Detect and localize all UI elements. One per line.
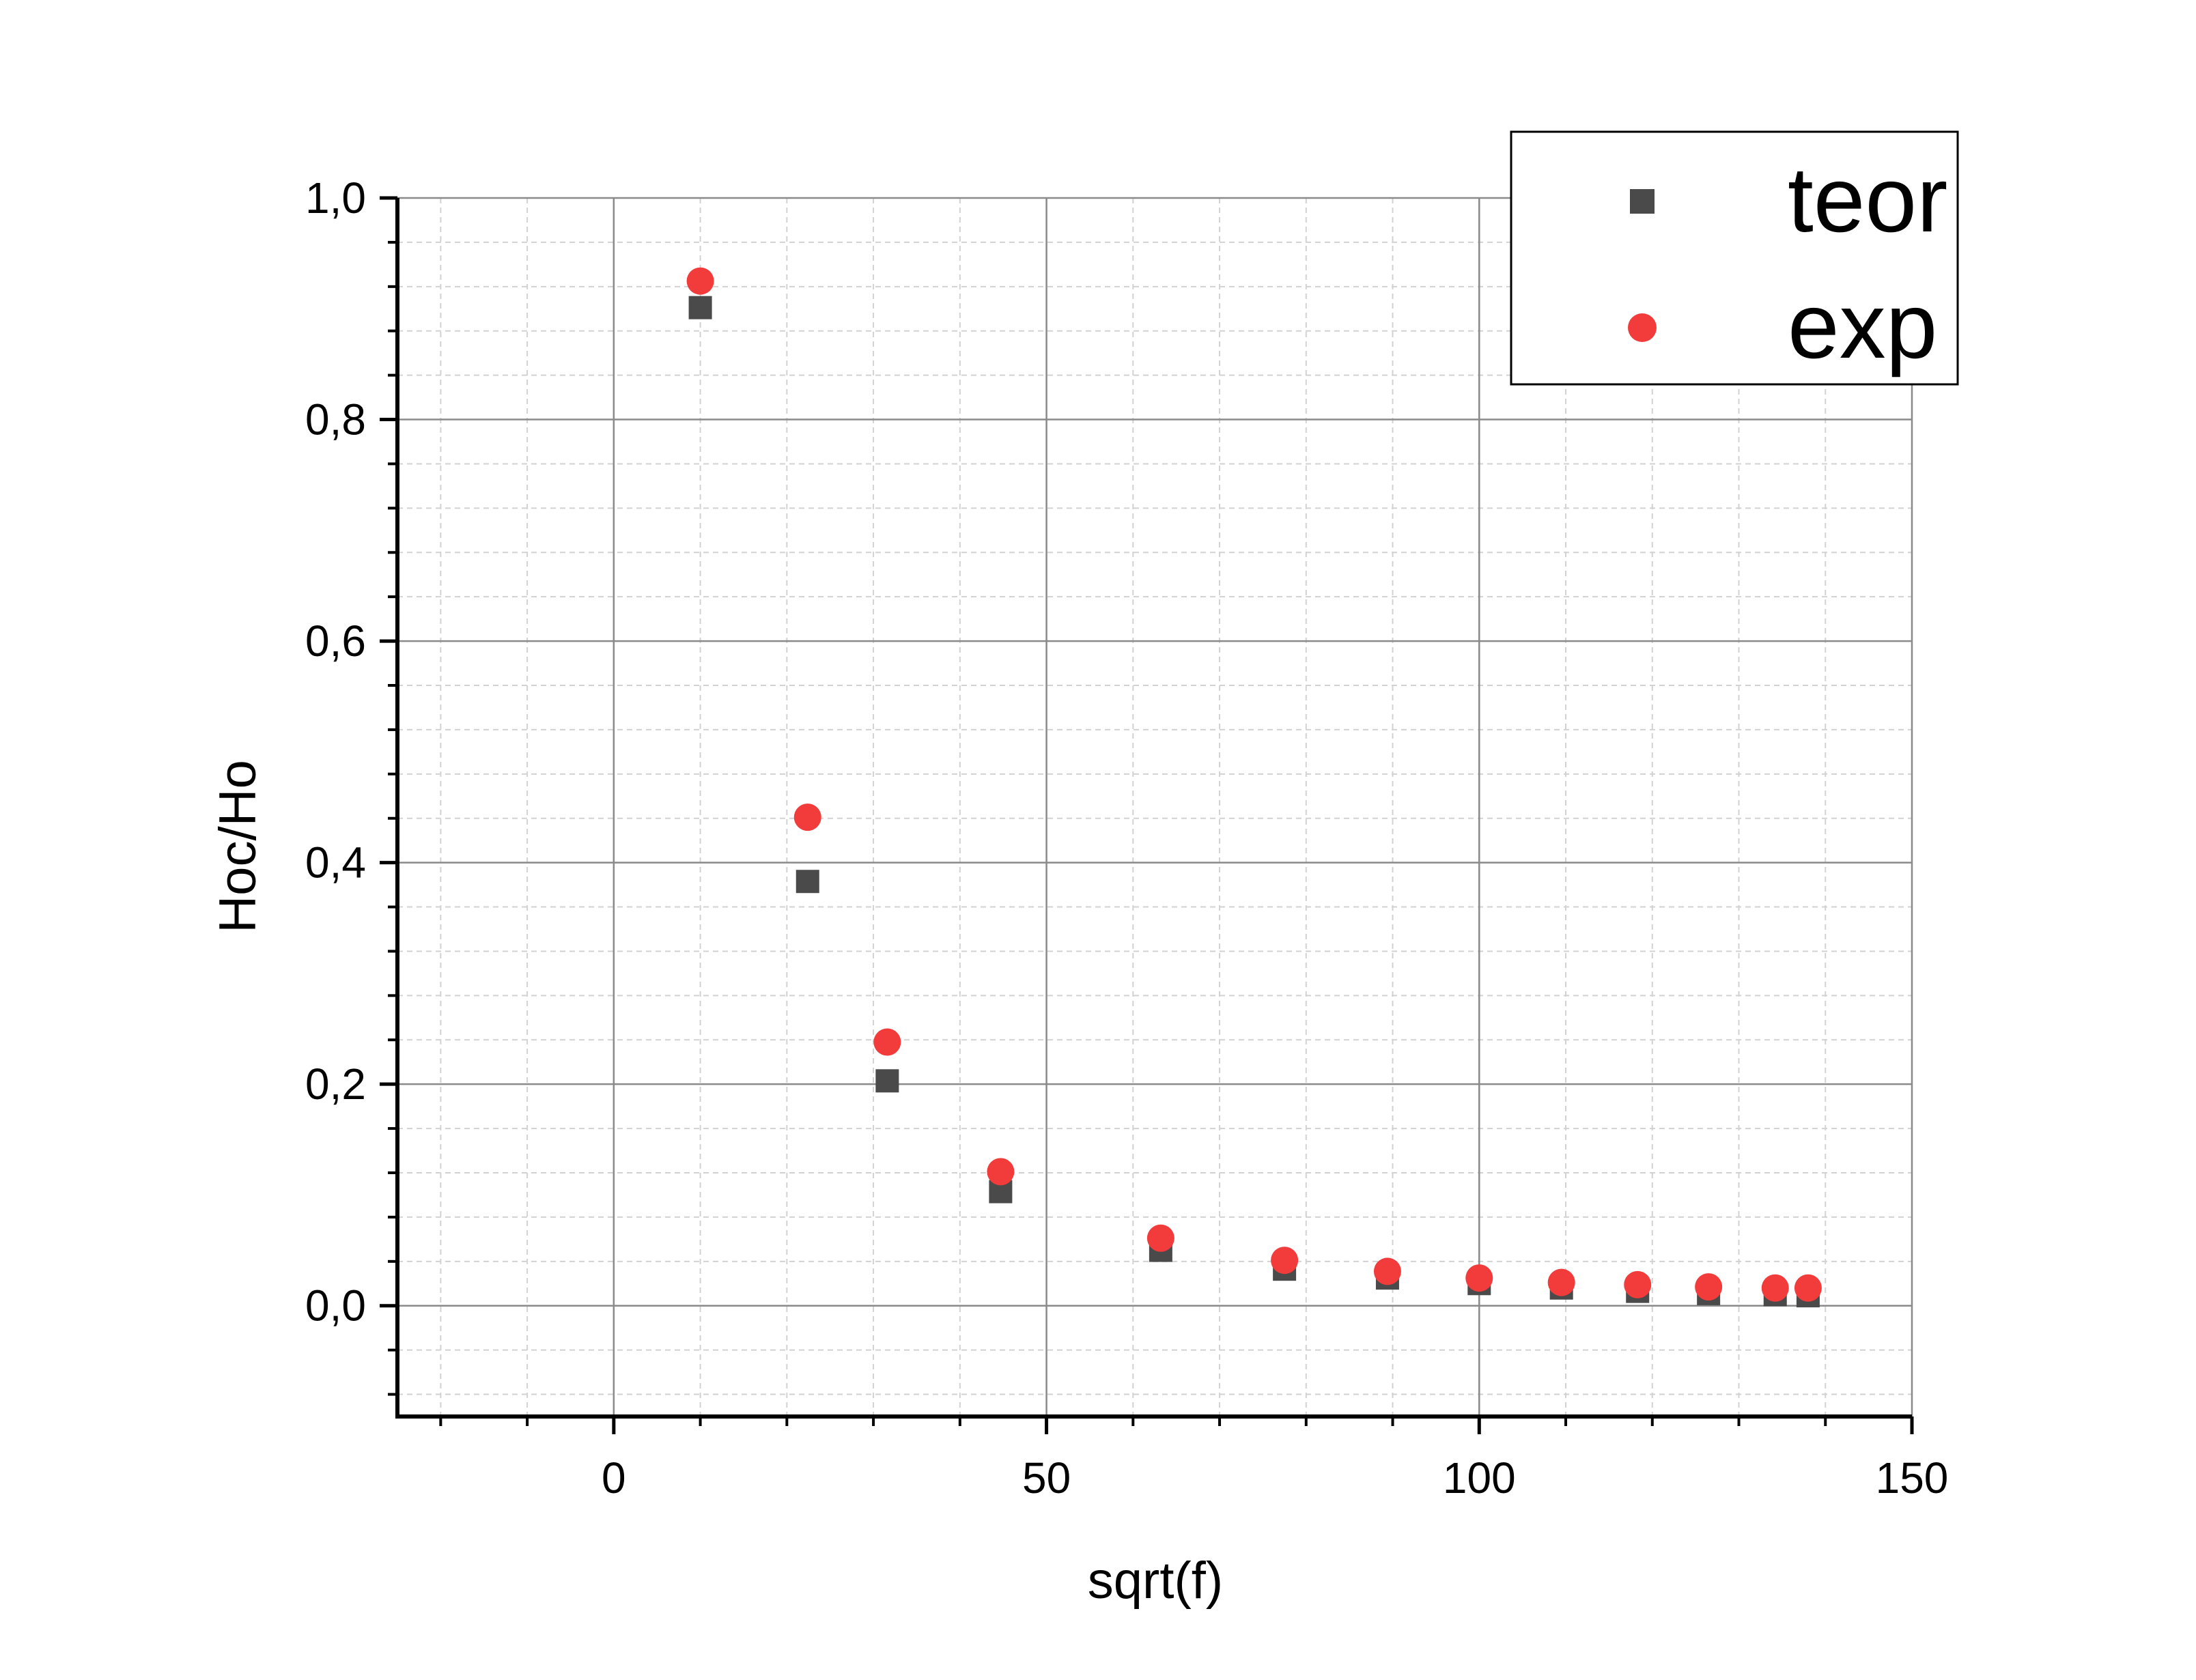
y-tick-label: 0,4: [305, 838, 366, 887]
tick-labels: 0 50 100 150 0,0 0,2 0,4 0,6 0,8 1,0: [305, 173, 1948, 1503]
grid: [397, 197, 1913, 1416]
legend-marker-exp: [1628, 313, 1657, 342]
exp-point: [873, 1028, 901, 1056]
y-tick-label: 0,6: [305, 616, 366, 666]
teor-point: [875, 1069, 899, 1093]
legend-marker-teor: [1630, 189, 1655, 214]
exp-point: [1271, 1247, 1299, 1275]
x-axis-title: sqrt(f): [1088, 1552, 1223, 1610]
exp-point: [1624, 1270, 1652, 1298]
y-tick-label: 0,2: [305, 1059, 366, 1109]
legend-label-exp: exp: [1788, 274, 1937, 378]
teor-point: [688, 296, 712, 319]
legend-label-teor: teor: [1788, 147, 1947, 251]
exp-point: [987, 1158, 1015, 1186]
x-tick-label: 150: [1876, 1453, 1949, 1503]
axes: [395, 198, 1912, 1419]
y-tick-label: 1,0: [305, 173, 366, 223]
y-tick-label: 0,0: [305, 1281, 366, 1330]
ticks: [380, 196, 1914, 1434]
exp-point: [1465, 1264, 1493, 1292]
x-tick-label: 100: [1443, 1453, 1516, 1503]
exp-point: [793, 803, 821, 831]
exp-point: [686, 267, 714, 295]
legend: teor exp: [1510, 130, 1959, 386]
x-tick-label: 0: [602, 1453, 626, 1503]
exp-point: [1373, 1257, 1401, 1285]
exp-point: [1547, 1268, 1575, 1296]
exp-point: [1695, 1273, 1723, 1301]
data-markers: [686, 267, 1822, 1308]
teor-point: [796, 870, 819, 894]
exp-point: [1761, 1274, 1789, 1302]
x-tick-label: 50: [1022, 1453, 1071, 1503]
legend-box: [1510, 130, 1959, 386]
y-tick-label: 0,8: [305, 395, 366, 444]
exp-point: [1146, 1224, 1174, 1252]
y-axis-title: Hoc/Ho: [209, 760, 267, 932]
exp-point: [1794, 1274, 1822, 1302]
